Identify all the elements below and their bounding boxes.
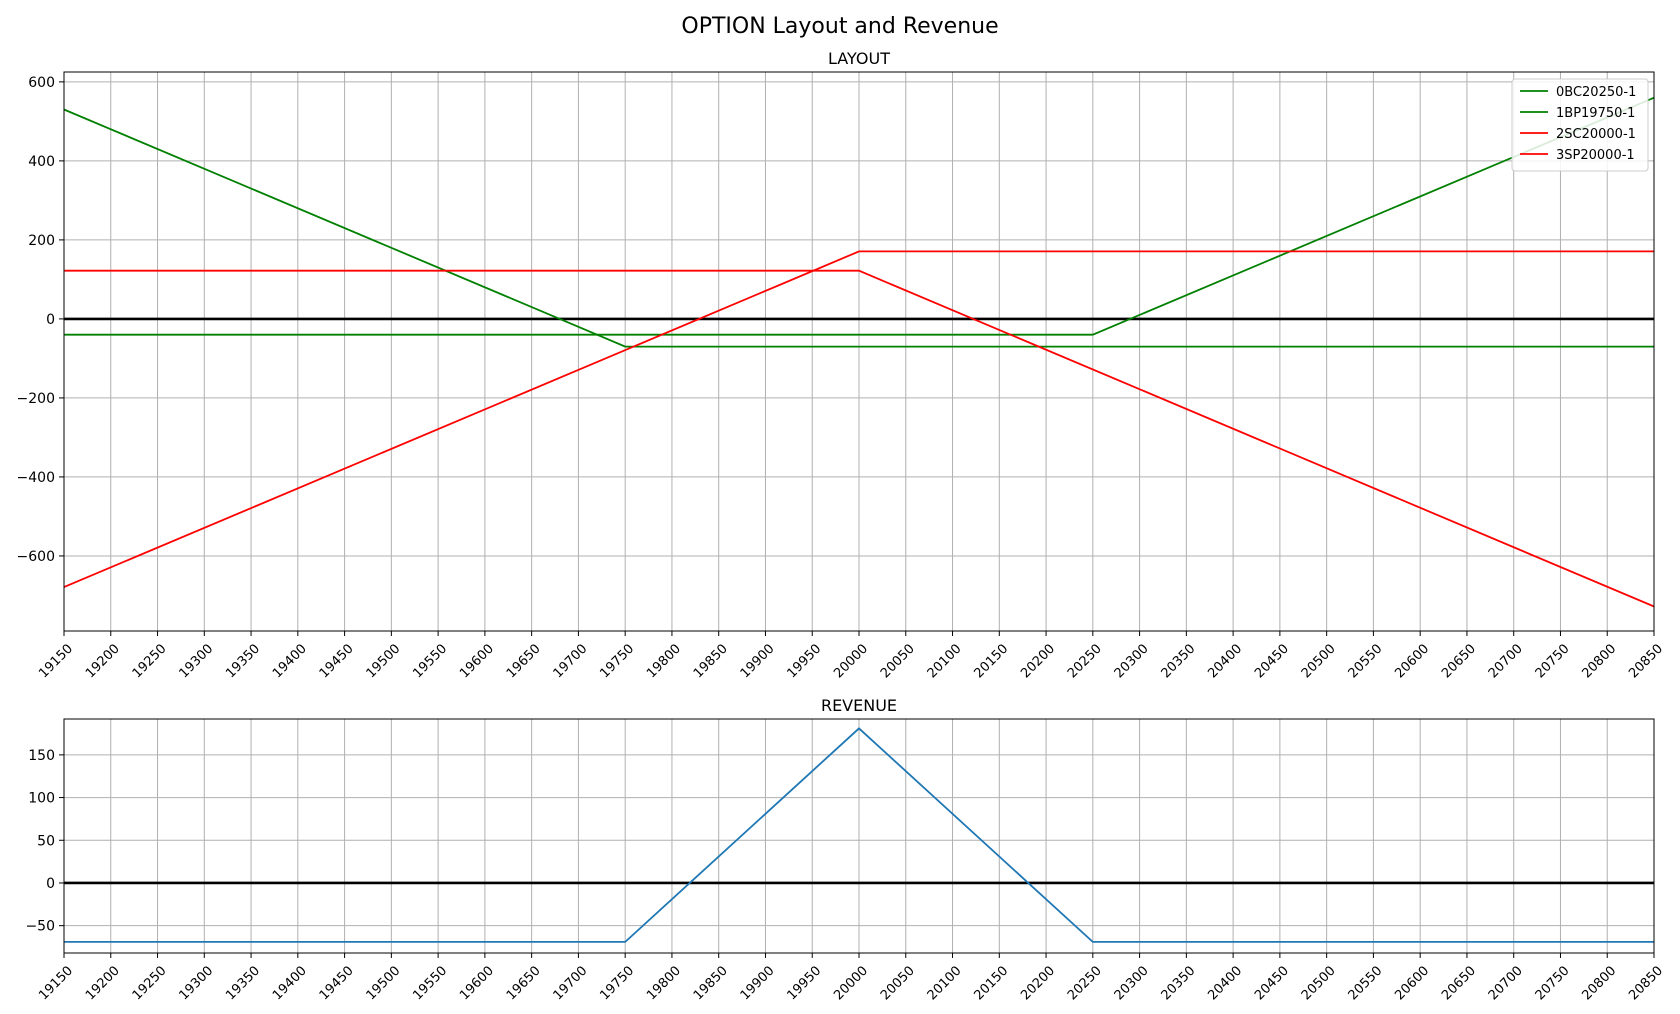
y-tick-label: −50 xyxy=(25,919,55,935)
legend-label: 2SC20000-1 xyxy=(1556,127,1636,142)
x-tick-label: 19150 xyxy=(36,963,76,1003)
x-tick-label: 20450 xyxy=(1252,963,1292,1003)
x-tick-label: 19950 xyxy=(784,641,824,681)
x-tick-label: 19700 xyxy=(551,641,591,681)
x-tick-label: 19350 xyxy=(223,963,263,1003)
x-tick-label: 20400 xyxy=(1205,963,1245,1003)
x-tick-label: 20000 xyxy=(831,963,871,1003)
x-tick-label: 20200 xyxy=(1018,641,1058,681)
x-tick-label: 20800 xyxy=(1579,641,1619,681)
x-tick-label: 20550 xyxy=(1346,641,1386,681)
x-tick-label: 19600 xyxy=(457,963,497,1003)
x-tick-label: 20000 xyxy=(831,641,871,681)
x-tick-label: 19300 xyxy=(176,963,216,1003)
x-tick-label: 20800 xyxy=(1579,963,1619,1003)
panel-title: REVENUE xyxy=(821,696,897,715)
y-tick-label: 0 xyxy=(46,876,55,892)
x-tick-label: 19500 xyxy=(364,963,404,1003)
x-tick-label: 19750 xyxy=(597,963,637,1003)
x-tick-label: 19500 xyxy=(364,641,404,681)
x-tick-label: 20400 xyxy=(1205,641,1245,681)
legend-label: 3SP20000-1 xyxy=(1556,148,1635,163)
series-line-0BC20250-1 xyxy=(64,96,1655,336)
y-tick-label: 50 xyxy=(37,833,55,849)
y-tick-label: 150 xyxy=(28,748,55,764)
y-tick-label: 0 xyxy=(46,312,55,328)
x-tick-label: 19400 xyxy=(270,641,310,681)
x-tick-label: 20500 xyxy=(1299,963,1339,1003)
x-tick-label: 20650 xyxy=(1439,963,1479,1003)
x-tick-label: 20150 xyxy=(971,963,1011,1003)
x-tick-label: 19150 xyxy=(36,641,76,681)
x-tick-label: 19800 xyxy=(644,641,684,681)
x-tick-label: 20050 xyxy=(878,641,918,681)
x-tick-label: 19950 xyxy=(784,963,824,1003)
x-tick-label: 20500 xyxy=(1299,641,1339,681)
x-tick-label: 20250 xyxy=(1065,963,1105,1003)
y-tick-label: −600 xyxy=(17,549,55,565)
y-tick-label: −400 xyxy=(17,470,55,486)
x-tick-label: 19200 xyxy=(83,963,123,1003)
panel-title: LAYOUT xyxy=(828,49,890,68)
x-tick-label: 19250 xyxy=(130,963,170,1003)
x-tick-label: 20600 xyxy=(1392,963,1432,1003)
y-tick-label: 600 xyxy=(28,75,55,91)
x-tick-label: 19850 xyxy=(691,963,731,1003)
x-tick-label: 20300 xyxy=(1112,963,1152,1003)
x-tick-label: 19900 xyxy=(738,641,778,681)
x-tick-label: 20450 xyxy=(1252,641,1292,681)
series-line-revenue xyxy=(64,727,1654,943)
x-tick-label: 19300 xyxy=(176,641,216,681)
x-tick-label: 20650 xyxy=(1439,641,1479,681)
x-tick-label: 20550 xyxy=(1346,963,1386,1003)
x-tick-label: 20750 xyxy=(1533,963,1573,1003)
y-tick-label: −200 xyxy=(17,391,55,407)
x-tick-label: 19400 xyxy=(270,963,310,1003)
legend-box xyxy=(1511,78,1649,172)
x-tick-label: 20100 xyxy=(925,641,965,681)
x-tick-label: 19450 xyxy=(317,963,357,1003)
x-tick-label: 19650 xyxy=(504,963,544,1003)
x-tick-label: 20200 xyxy=(1018,963,1058,1003)
x-tick-label: 20700 xyxy=(1486,963,1526,1003)
y-tick-label: 200 xyxy=(28,233,55,249)
x-tick-label: 19650 xyxy=(504,641,544,681)
x-tick-label: 19750 xyxy=(597,641,637,681)
y-tick-label: 100 xyxy=(28,791,55,807)
series-line-3SP20000-1 xyxy=(63,250,1654,588)
x-tick-label: 19550 xyxy=(410,963,450,1003)
x-tick-label: 20850 xyxy=(1626,963,1666,1003)
x-tick-label: 20700 xyxy=(1486,641,1526,681)
legend-label: 1BP19750-1 xyxy=(1556,106,1635,121)
x-tick-label: 20350 xyxy=(1159,641,1199,681)
x-tick-label: 20250 xyxy=(1065,641,1105,681)
x-tick-label: 20750 xyxy=(1533,641,1573,681)
legend: 0BC20250-1 1BP19750-1 2SC20000-1 3SP20000-1 xyxy=(1511,78,1649,172)
series-line-1BP19750-1 xyxy=(63,108,1654,348)
x-tick-label: 19450 xyxy=(317,641,357,681)
x-tick-label: 20600 xyxy=(1392,641,1432,681)
x-tick-label: 19200 xyxy=(83,641,123,681)
x-tick-label: 20300 xyxy=(1112,641,1152,681)
plot-panel-2: REVENUE 19150 19200 19250 19300 19350 19400 194… xyxy=(25,696,1666,1003)
x-tick-label: 20100 xyxy=(925,963,965,1003)
series-line-2SC20000-1 xyxy=(64,269,1655,608)
x-tick-label: 20150 xyxy=(971,641,1011,681)
y-tick-label: 400 xyxy=(28,154,55,170)
x-tick-label: 19250 xyxy=(130,641,170,681)
x-tick-label: 19700 xyxy=(551,963,591,1003)
x-tick-label: 19350 xyxy=(223,641,263,681)
x-tick-label: 19800 xyxy=(644,963,684,1003)
legend-label: 0BC20250-1 xyxy=(1556,85,1636,100)
x-tick-label: 19550 xyxy=(410,641,450,681)
x-tick-label: 20050 xyxy=(878,963,918,1003)
figure-title: OPTION Layout and Revenue xyxy=(681,14,999,39)
x-tick-label: 19900 xyxy=(738,963,778,1003)
plot-panel-1: LAYOUT 19150 19200 19250 19300 19350 19400 1945… xyxy=(17,49,1667,681)
x-tick-label: 20850 xyxy=(1626,641,1666,681)
x-tick-label: 20350 xyxy=(1159,963,1199,1003)
x-tick-label: 19850 xyxy=(691,641,731,681)
x-tick-label: 19600 xyxy=(457,641,497,681)
